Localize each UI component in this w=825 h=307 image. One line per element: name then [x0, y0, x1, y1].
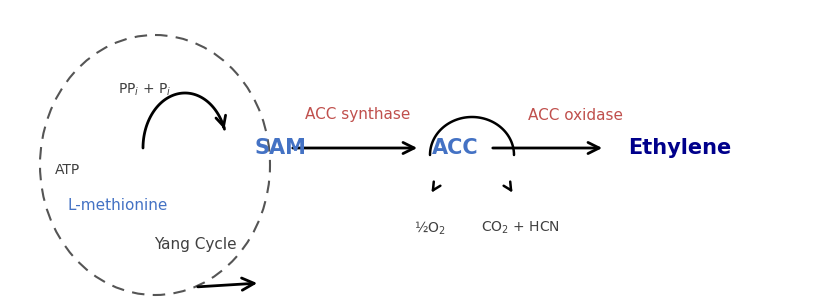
- Text: ½O$_2$: ½O$_2$: [414, 219, 446, 237]
- Text: PP$_i$ + P$_i$: PP$_i$ + P$_i$: [118, 82, 172, 98]
- Text: ACC synthase: ACC synthase: [305, 107, 411, 122]
- Text: ACC oxidase: ACC oxidase: [527, 107, 623, 122]
- Text: Ethylene: Ethylene: [629, 138, 732, 158]
- Text: CO$_2$ + HCN: CO$_2$ + HCN: [480, 220, 559, 236]
- Text: ATP: ATP: [55, 163, 81, 177]
- Text: Yang Cycle: Yang Cycle: [153, 238, 236, 252]
- Text: L-methionine: L-methionine: [68, 197, 168, 212]
- Text: ACC: ACC: [431, 138, 478, 158]
- Text: SAM: SAM: [255, 138, 307, 158]
